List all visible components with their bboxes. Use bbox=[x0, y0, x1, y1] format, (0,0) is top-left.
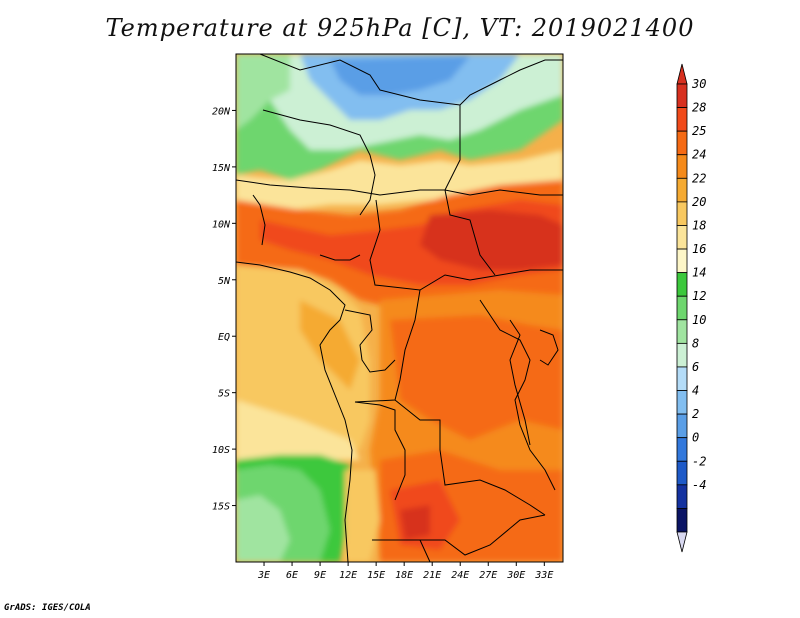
colorbar-swatch bbox=[676, 177, 688, 203]
lon-tick-label: 30E bbox=[506, 570, 525, 581]
colorbar-level-label: 12 bbox=[692, 289, 706, 303]
colorbar-swatch bbox=[676, 390, 688, 415]
colorbar-swatch bbox=[676, 83, 688, 108]
colorbar-swatch bbox=[676, 295, 688, 321]
longitude-axis: 3E 6E 9E 12E 15E 18E 21E 24E 27E 30E 33E bbox=[257, 562, 553, 581]
lat-tick-label: 10N bbox=[212, 219, 231, 230]
colorbar-swatch bbox=[676, 508, 688, 533]
lon-tick-label: 6E bbox=[286, 570, 298, 581]
colorbar-level-label: 30 bbox=[691, 77, 706, 91]
colorbar-swatch bbox=[676, 130, 688, 156]
lon-tick-label: 9E bbox=[314, 570, 326, 581]
lat-tick-label: 15S bbox=[212, 502, 230, 513]
colorbar-swatch bbox=[676, 225, 688, 250]
lon-tick-label: 27E bbox=[479, 570, 497, 581]
colorbar-swatch bbox=[676, 342, 688, 368]
colorbar-level-label: 6 bbox=[692, 360, 699, 374]
lat-tick-label: 15N bbox=[212, 163, 231, 174]
lat-tick-label: 5N bbox=[218, 276, 231, 287]
colorbar-level-label: 8 bbox=[692, 336, 699, 350]
colorbar-swatch bbox=[676, 201, 688, 226]
colorbar-level-label: 18 bbox=[692, 218, 706, 232]
lon-tick-label: 12E bbox=[339, 570, 357, 581]
latitude-axis: 20N 15N 10N 5N EQ 5S 10S 15S bbox=[212, 106, 236, 513]
colorbar-level-label: -4 bbox=[692, 478, 706, 492]
colorbar-level-label: 2 bbox=[692, 407, 699, 421]
colorbar-swatch bbox=[676, 460, 688, 486]
lat-tick-label: EQ bbox=[218, 332, 230, 343]
lat-tick-label: 20N bbox=[212, 106, 231, 117]
colorbar-swatch bbox=[676, 107, 688, 132]
map-frame bbox=[235, 53, 564, 563]
colorbar-level-label: 22 bbox=[692, 171, 706, 185]
colorbar-level-label: 24 bbox=[692, 148, 706, 162]
lon-tick-label: 33E bbox=[534, 570, 553, 581]
colorbar-swatch bbox=[676, 484, 688, 509]
map-title: Temperature at 925hPa [C], VT: 201902140… bbox=[105, 14, 695, 42]
grads-credit: GrADS: IGES/COLA bbox=[4, 603, 91, 613]
lat-tick-label: 10S bbox=[212, 445, 230, 456]
colorbar-over-triangle bbox=[676, 63, 688, 85]
lon-tick-label: 18E bbox=[395, 570, 413, 581]
colorbar-level-label: 16 bbox=[692, 242, 706, 256]
colorbar-level-label: 10 bbox=[692, 313, 706, 327]
colorbar-level-label: 25 bbox=[692, 124, 706, 138]
colorbar-swatch bbox=[676, 437, 688, 462]
lat-tick-label: 5S bbox=[218, 389, 230, 400]
coastlines-and-borders bbox=[236, 54, 563, 562]
colorbar-swatch bbox=[676, 272, 688, 297]
colorbar-level-label: 20 bbox=[692, 195, 706, 209]
colorbar-swatch bbox=[676, 248, 688, 274]
lon-tick-label: 3E bbox=[257, 570, 270, 581]
colorbar-level-label: 0 bbox=[692, 431, 699, 445]
temperature-field bbox=[236, 54, 563, 562]
colorbar-swatch bbox=[676, 154, 688, 179]
lon-tick-label: 21E bbox=[423, 570, 441, 581]
lon-tick-label: 24E bbox=[451, 570, 469, 581]
colorbar-swatch bbox=[676, 319, 688, 344]
colorbar-level-label: 14 bbox=[692, 266, 706, 280]
colorbar-swatch bbox=[676, 413, 688, 439]
colorbar-level-label: -2 bbox=[692, 454, 706, 468]
colorbar-under-triangle bbox=[676, 531, 688, 553]
colorbar-level-label: 4 bbox=[692, 384, 699, 398]
colorbar-level-label: 28 bbox=[692, 101, 706, 115]
colorbar-swatch bbox=[676, 366, 688, 391]
lon-tick-label: 15E bbox=[367, 570, 385, 581]
